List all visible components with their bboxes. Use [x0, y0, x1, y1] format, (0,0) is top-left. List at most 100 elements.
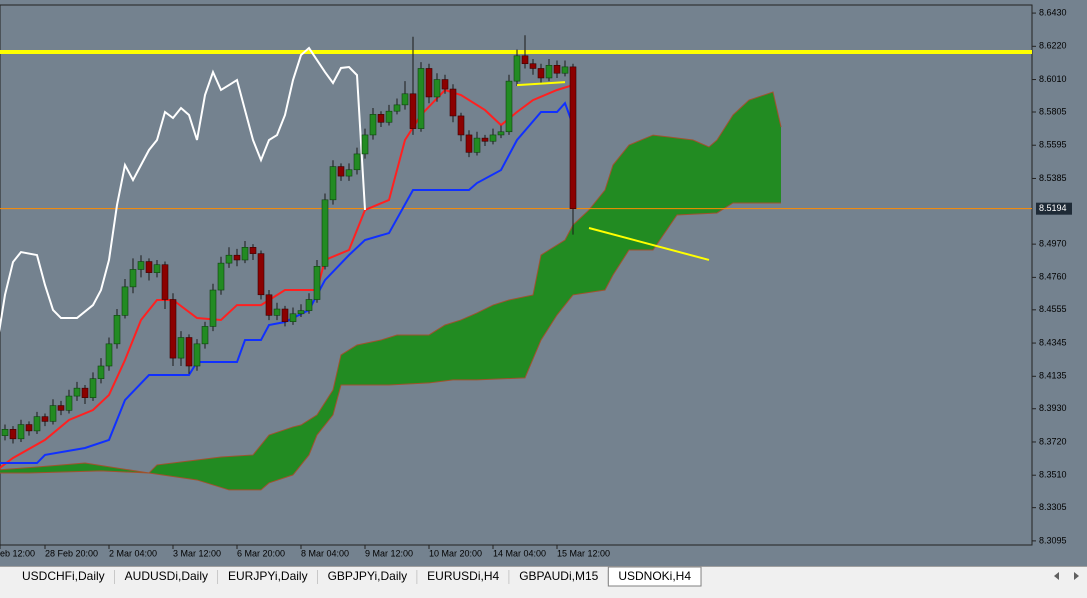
candle-body	[97, 365, 105, 379]
x-tick-label: 3 Mar 12:00	[173, 548, 221, 558]
tab[interactable]: AUDUSDi,Daily	[114, 567, 219, 586]
tab[interactable]: GBPAUDi,M15	[509, 567, 609, 586]
candle-body	[273, 308, 281, 316]
candle-body	[329, 166, 337, 201]
candle-body	[241, 247, 249, 261]
candle-body	[249, 247, 257, 254]
scroll-left[interactable]	[1054, 572, 1059, 580]
candle-body	[161, 264, 169, 300]
candle-body	[73, 387, 81, 397]
tab-background	[509, 567, 609, 586]
candle-body	[113, 315, 121, 345]
y-tick-label: 8.3930	[1039, 403, 1067, 413]
candle-body	[17, 424, 25, 440]
candle-body	[361, 134, 369, 155]
candle-body	[481, 137, 489, 142]
candle-body	[529, 63, 537, 69]
tab-background	[317, 567, 418, 586]
candle-body	[233, 254, 241, 261]
trend-line	[516, 81, 566, 87]
candle-body	[193, 343, 201, 367]
candle-body	[41, 416, 49, 422]
candle-body	[177, 337, 185, 359]
candle-body	[321, 199, 329, 267]
candle-body	[25, 424, 33, 432]
candle-body	[441, 79, 449, 90]
candle-body	[345, 169, 353, 177]
candle-body	[505, 80, 513, 133]
candle-body	[305, 299, 313, 311]
tab[interactable]: GBPJPYi,Daily	[317, 567, 418, 586]
candle-body	[473, 137, 481, 153]
tab-background	[12, 567, 115, 586]
candle-body	[545, 64, 553, 79]
y-tick-label: 8.6430	[1039, 7, 1067, 17]
candle-body	[561, 66, 569, 74]
tab[interactable]: USDCHFi,Daily	[12, 567, 116, 586]
y-tick-label: 8.4760	[1039, 272, 1067, 282]
tab[interactable]: EURJPYi,Daily	[218, 567, 319, 586]
candle-body	[105, 343, 113, 367]
candle-body	[513, 55, 521, 82]
candle-body	[281, 308, 289, 322]
candle-body	[401, 93, 409, 106]
x-tick-label: 9 Mar 12:00	[365, 548, 413, 558]
y-tick-label: 8.4345	[1039, 337, 1067, 347]
scroll-right[interactable]	[1074, 572, 1079, 580]
candle-body	[209, 289, 217, 327]
tab-label: EURJPYi,Daily	[228, 569, 308, 583]
candle-body	[521, 55, 529, 65]
y-tick-label: 8.5385	[1039, 173, 1067, 183]
candle-body	[353, 153, 361, 171]
tab-label: AUDUSDi,Daily	[125, 569, 208, 583]
span-a	[0, 91, 782, 474]
tab-label: USDNOKi,H4	[618, 569, 691, 583]
candle-body	[377, 114, 385, 123]
trend-line	[588, 227, 710, 261]
candle-body	[417, 68, 425, 129]
plot	[0, 35, 1032, 491]
x-tick-label: eb 12:00	[0, 548, 35, 558]
candle-body	[449, 88, 457, 117]
candle-body	[33, 416, 41, 432]
tab-background	[218, 567, 318, 586]
current-price-label: 8.5194	[1039, 203, 1067, 213]
x-tick-label: 6 Mar 20:00	[237, 548, 285, 558]
candle-body	[457, 115, 465, 136]
tab-label: EURUSDi,H4	[427, 569, 499, 583]
candle-body	[289, 313, 297, 322]
current-price-box	[1036, 202, 1072, 215]
span-b	[0, 202, 781, 491]
candle-body	[489, 134, 497, 142]
x-tick-label: 2 Mar 04:00	[109, 548, 157, 558]
candle-body	[433, 79, 441, 98]
candle-body	[337, 166, 345, 177]
candle-body	[393, 104, 401, 112]
x-tick-label: 8 Mar 04:00	[301, 548, 349, 558]
candle-body	[121, 286, 129, 316]
candle-body	[129, 269, 137, 288]
active-tab	[607, 566, 702, 587]
candle-body	[9, 429, 17, 440]
candle-body	[225, 254, 233, 264]
y-tick-label: 8.4555	[1039, 304, 1067, 314]
candle-body	[89, 378, 97, 398]
candle-body	[385, 110, 393, 123]
candle-body	[537, 68, 545, 79]
y-tick-label: 8.5595	[1039, 140, 1067, 150]
candle-body	[57, 405, 65, 411]
tab[interactable]: USDNOKi,H4	[607, 566, 702, 587]
y-tick-label: 8.4970	[1039, 239, 1067, 249]
tab-background	[114, 567, 219, 586]
candle-body	[409, 93, 417, 129]
candle-body	[153, 264, 161, 273]
x-tick-label: 10 Mar 20:00	[429, 548, 482, 558]
tab[interactable]: EURUSDi,H4	[417, 567, 510, 586]
tab-label: USDCHFi,Daily	[22, 569, 105, 583]
x-tick-label: 14 Mar 04:00	[493, 548, 546, 558]
plot-area	[0, 4, 1033, 546]
y-tick-label: 8.6010	[1039, 74, 1067, 84]
indicator-line	[0, 101, 574, 465]
y-tick-label: 8.3510	[1039, 470, 1067, 480]
